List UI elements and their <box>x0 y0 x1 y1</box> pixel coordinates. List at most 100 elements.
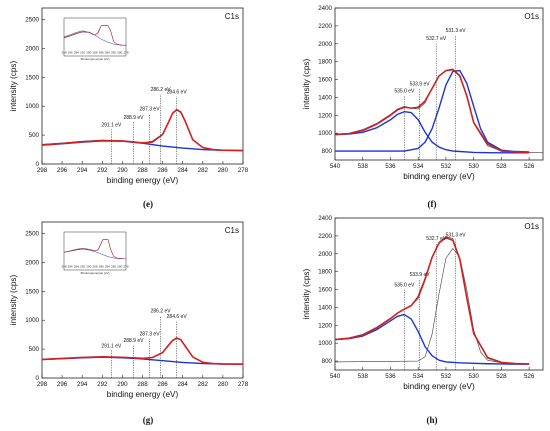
series-line-3 <box>41 108 244 152</box>
inset-tick-label: 298 <box>61 51 66 55</box>
x-tick-label: 286 <box>157 167 168 174</box>
y-axis-label: intensity (cps) <box>302 58 311 109</box>
inset-series-2 <box>63 31 127 46</box>
peak-label: 533.9 eV <box>410 272 431 278</box>
panel-letter: (g) <box>143 415 154 425</box>
x-tick-label: 298 <box>37 167 48 174</box>
peak-label: 535.0 eV <box>394 283 415 289</box>
y-tick-label: 1800 <box>318 59 332 66</box>
chart-title: C1s <box>225 12 239 21</box>
x-tick-label: 280 <box>218 167 229 174</box>
chart-title: O1s <box>524 222 539 231</box>
x-tick-label: 298 <box>37 381 48 388</box>
x-tick-label: 530 <box>469 163 480 170</box>
peak-label: 532.7 eV <box>426 36 447 42</box>
plot-frame <box>334 217 544 371</box>
inset-tick-label: 278 <box>123 265 128 269</box>
inset-tick-label: 296 <box>68 265 73 269</box>
inset-series-3 <box>63 25 127 46</box>
chart-title: C1s <box>225 226 239 235</box>
y-tick-label: 1600 <box>318 287 332 294</box>
y-tick-label: 1200 <box>318 322 332 329</box>
peak-label: 287.3 eV <box>140 107 161 113</box>
inset-chart: 298 296 294 292 290 288 286 284 282 280 278 Bindung… <box>61 17 129 61</box>
series-line-1 <box>334 68 544 154</box>
x-tick-label: 278 <box>238 167 249 174</box>
inset-tick-label: 294 <box>74 51 79 55</box>
inset-tick-label: 282 <box>111 51 116 55</box>
x-tick-label: 288 <box>137 381 148 388</box>
y-tick-label: 2000 <box>318 251 332 258</box>
x-tick-label: 284 <box>178 381 189 388</box>
x-tick-label: 540 <box>330 373 341 380</box>
inset-series-3 <box>63 239 127 260</box>
x-tick-label: 286 <box>157 381 168 388</box>
x-tick-label: 540 <box>330 163 341 170</box>
x-axis-label: binding energy (eV) <box>403 172 475 181</box>
y-tick-label: 1500 <box>25 74 39 81</box>
peak-label: 288.9 eV <box>123 338 144 344</box>
x-tick-label: 526 <box>524 163 535 170</box>
peak-label: 284.6 eV <box>167 89 188 95</box>
inset-tick-label: 282 <box>111 265 116 269</box>
y-tick-label: 800 <box>322 148 333 155</box>
peak-label: 533.9 eV <box>410 81 431 87</box>
y-tick-label: 2000 <box>25 259 39 266</box>
inset-tick-label: 278 <box>123 51 128 55</box>
panel-letter: (h) <box>427 415 438 425</box>
y-tick-label: 500 <box>29 132 40 139</box>
y-tick-label: 2200 <box>318 23 332 30</box>
inset-series-2 <box>63 248 127 260</box>
y-tick-label: 800 <box>322 358 333 365</box>
x-tick-label: 290 <box>117 167 128 174</box>
y-tick-label: 1000 <box>25 103 39 110</box>
x-tick-label: 284 <box>178 167 189 174</box>
x-tick-label: 278 <box>238 381 249 388</box>
series-line-4 <box>334 68 530 154</box>
x-tick-label: 536 <box>385 163 396 170</box>
inset-tick-label: 296 <box>68 51 73 55</box>
x-tick-label: 536 <box>385 373 396 380</box>
y-tick-label: 0 <box>36 161 40 168</box>
y-tick-label: 2200 <box>318 233 332 240</box>
inset-tick-label: 298 <box>61 265 66 269</box>
y-tick-label: 2400 <box>318 215 332 222</box>
chart-panel-1: 298 296 294 292 290 288 286 284 282 280 2780500100… <box>9 7 249 209</box>
peak-label: 291.1 eV <box>101 343 122 349</box>
inset-x-label: Bindungsenergie [eV] <box>81 271 110 275</box>
inset-x-label: Bindungsenergie [eV] <box>81 57 110 61</box>
peak-label: 284.6 eV <box>167 314 188 320</box>
x-axis-label: binding energy (eV) <box>107 176 179 185</box>
inset-tick-label: 294 <box>74 265 79 269</box>
inset-tick-label: 292 <box>80 265 85 269</box>
series-line-3 <box>335 69 530 153</box>
x-tick-label: 538 <box>358 163 369 170</box>
peak-label: 531.3 eV <box>446 232 467 238</box>
y-tick-label: 0 <box>36 375 40 382</box>
peak-label: 287.3 eV <box>140 332 161 338</box>
x-axis-label: binding energy (eV) <box>107 390 179 399</box>
y-tick-label: 1000 <box>25 317 39 324</box>
y-tick-label: 2000 <box>25 45 39 52</box>
y-tick-label: 1800 <box>318 269 332 276</box>
x-tick-label: 282 <box>198 167 209 174</box>
y-tick-label: 2500 <box>25 17 39 24</box>
x-tick-label: 538 <box>358 373 369 380</box>
series-line-3 <box>41 337 244 365</box>
x-tick-label: 528 <box>496 373 507 380</box>
inset-tick-label: 292 <box>80 51 85 55</box>
x-tick-label: 294 <box>77 167 88 174</box>
x-tick-label: 282 <box>198 381 209 388</box>
peak-label: 291.1 eV <box>101 122 122 128</box>
inset-tick-label: 284 <box>105 265 110 269</box>
peak-label: 532.7 eV <box>426 236 447 242</box>
plot-frame <box>334 7 544 161</box>
peak-label: 288.9 eV <box>123 115 144 121</box>
series-line-2 <box>334 111 530 154</box>
chart-panel-2: 540 538 536 534 532 530 528 526 800 1000 1200 1400 1… <box>302 5 544 209</box>
panel-letter: (e) <box>143 199 153 209</box>
y-tick-label: 2500 <box>25 231 39 238</box>
x-tick-label: 296 <box>57 381 68 388</box>
series-line-4 <box>334 236 530 365</box>
